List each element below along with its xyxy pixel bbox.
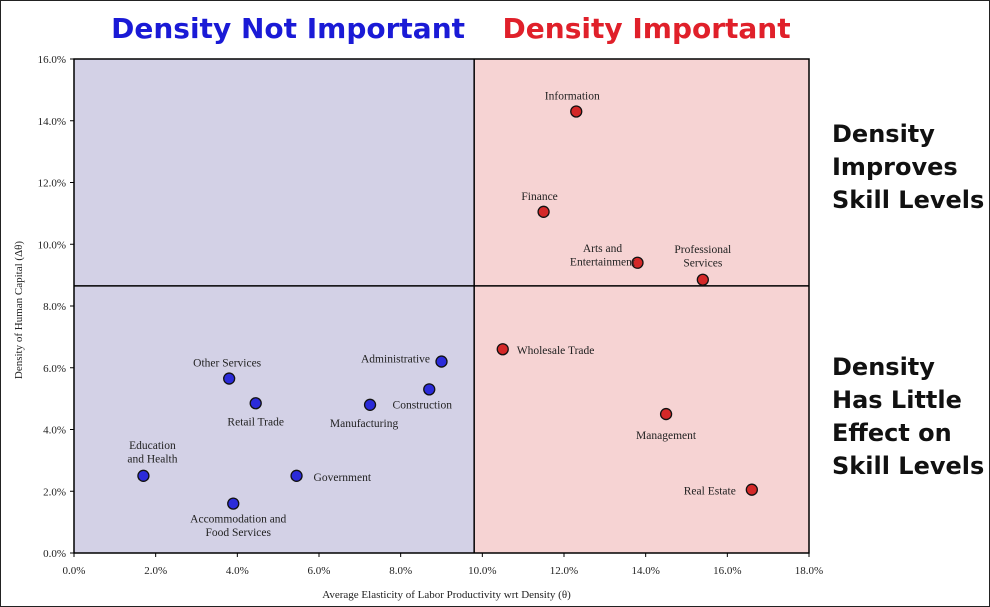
x-tick-label: 0.0%: [63, 565, 86, 577]
point-retail-trade: [249, 397, 262, 410]
point-label-line: Finance: [521, 191, 557, 203]
x-axis-label: Average Elasticity of Labor Productivity…: [322, 589, 571, 601]
point-label-line: Arts and: [583, 243, 623, 255]
point-label-administrative: Administrative: [361, 354, 430, 366]
point-construction: [423, 383, 436, 396]
x-tick-label: 6.0%: [308, 565, 331, 577]
point-education-and-health: [137, 469, 150, 482]
point-label-finance: Finance: [521, 191, 557, 203]
side-heading-improves-skill: Density Improves Skill Levels: [832, 120, 984, 214]
point-label-professional-services: Professional Services: [674, 244, 731, 270]
point-label-line: Administrative: [361, 354, 430, 366]
side-heading-line: Has Little: [832, 386, 962, 414]
x-tick-label: 4.0%: [226, 565, 249, 577]
y-tick-label: 16.0%: [38, 54, 66, 66]
side-heading-line: Improves: [832, 153, 958, 181]
x-tick-label: 14.0%: [631, 565, 659, 577]
y-tick-label: 6.0%: [43, 363, 66, 375]
point-label-line: Manufacturing: [330, 418, 399, 430]
point-label-accommodation-and-food-services: Accommodation and Food Services: [190, 514, 286, 540]
point-real-estate: [745, 483, 758, 496]
y-tick-label: 14.0%: [38, 116, 66, 128]
side-heading-line: Skill Levels: [832, 186, 984, 214]
heading-density-not-important: Density Not Important: [111, 12, 465, 45]
x-tick-label: 8.0%: [389, 565, 412, 577]
region-density-important: [474, 59, 809, 553]
point-label-wholesale-trade: Wholesale Trade: [517, 345, 595, 357]
point-professional-services: [696, 273, 709, 286]
y-tick-label: 8.0%: [43, 301, 66, 313]
point-government: [290, 469, 303, 482]
point-label-information: Information: [545, 90, 600, 102]
point-label-other-services: Other Services: [193, 358, 262, 370]
point-label-line: Services: [683, 257, 722, 269]
point-label-line: Construction: [393, 399, 453, 411]
point-label-line: Real Estate: [684, 486, 736, 498]
point-label-line: Retail Trade: [227, 416, 284, 428]
side-heading-line: Density: [832, 120, 935, 148]
point-finance: [537, 205, 550, 218]
region-density-not-important: [74, 59, 475, 553]
point-other-services: [223, 372, 236, 385]
point-label-line: Accommodation and: [190, 514, 286, 526]
y-tick-label: 10.0%: [38, 239, 66, 251]
point-label-retail-trade: Retail Trade: [227, 416, 284, 428]
y-tick-label: 12.0%: [38, 178, 66, 190]
x-tick-label: 12.0%: [550, 565, 578, 577]
point-label-manufacturing: Manufacturing: [330, 418, 399, 430]
side-heading-line: Density: [832, 353, 935, 381]
point-information: [570, 105, 583, 118]
point-arts-and-entertainment: [631, 256, 644, 269]
point-label-education-and-health: Education and Health: [127, 440, 177, 466]
point-label-government: Government: [314, 472, 372, 484]
point-label-management: Management: [636, 430, 697, 442]
point-manufacturing: [363, 398, 377, 411]
point-label-line: Wholesale Trade: [517, 345, 595, 357]
point-label-line: and Health: [127, 453, 177, 465]
y-tick-label: 4.0%: [43, 425, 66, 437]
side-heading-little-effect: Density Has Little Effect on Skill Levels: [832, 353, 984, 480]
y-tick-label: 2.0%: [43, 486, 66, 498]
point-label-line: Food Services: [206, 527, 272, 539]
point-label-line: Professional: [674, 244, 731, 256]
x-tick-label: 18.0%: [795, 565, 823, 577]
point-accommodation-and-food-services: [227, 497, 240, 510]
point-label-arts-and-entertainment: Arts and Entertainment: [570, 243, 636, 269]
x-tick-label: 16.0%: [713, 565, 741, 577]
side-heading-line: Skill Levels: [832, 452, 984, 480]
point-label-real-estate: Real Estate: [684, 486, 736, 498]
x-tick-label: 10.0%: [468, 565, 496, 577]
point-label-line: Government: [314, 472, 372, 484]
point-management: [659, 407, 673, 421]
side-heading-line: Effect on: [832, 419, 952, 447]
y-axis-label: Density of Human Capital (Δθ): [13, 241, 25, 380]
point-label-line: Education: [129, 440, 176, 452]
point-label-line: Entertainment: [570, 256, 636, 268]
point-wholesale-trade: [496, 343, 509, 356]
point-label-line: Information: [545, 90, 600, 102]
point-administrative: [435, 355, 448, 368]
point-label-construction: Construction: [393, 399, 453, 411]
point-label-line: Management: [636, 430, 697, 442]
heading-density-important: Density Important: [503, 12, 791, 45]
point-label-line: Other Services: [193, 358, 262, 370]
x-tick-label: 2.0%: [144, 565, 167, 577]
y-tick-label: 0.0%: [43, 548, 66, 560]
